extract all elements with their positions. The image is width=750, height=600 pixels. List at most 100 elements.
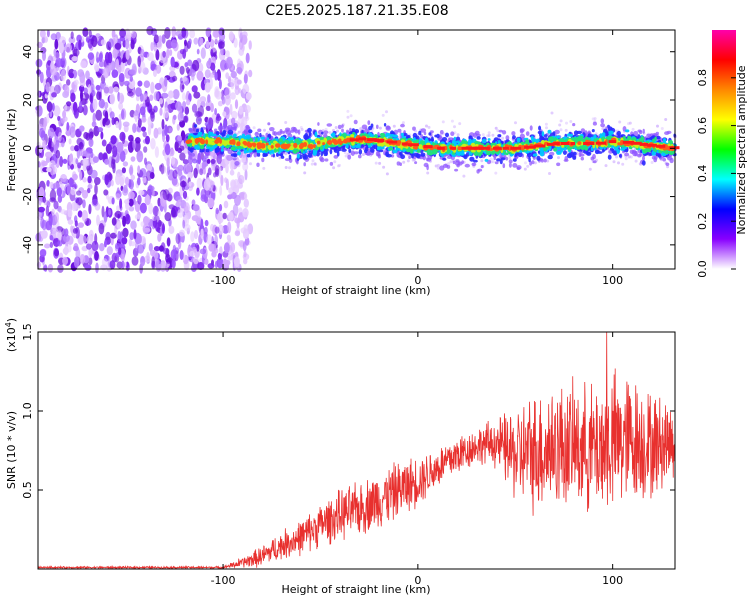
noise-cell <box>215 207 219 215</box>
ridge-cell <box>294 129 299 134</box>
haze-cell <box>569 120 573 123</box>
noise-cell <box>148 202 154 215</box>
ridge-cell <box>248 129 253 134</box>
noise-cell <box>75 197 83 206</box>
haze-cell <box>627 155 631 159</box>
noise-cell <box>82 199 86 209</box>
ridge-cell <box>637 129 642 133</box>
ridge-cell <box>493 156 497 161</box>
ridge-cell <box>601 148 605 153</box>
noise-cell <box>116 205 120 212</box>
haze-cell <box>664 118 668 121</box>
noise-cell <box>139 168 147 178</box>
noise-cell <box>46 180 50 187</box>
ridge-cell <box>543 134 548 138</box>
noise-cell <box>207 167 212 176</box>
noise-cell <box>103 211 108 223</box>
noise-cell <box>72 48 80 57</box>
noise-cell <box>49 197 57 203</box>
noise-cell <box>65 43 72 53</box>
ridge-cell <box>600 118 605 124</box>
noise-cell <box>189 69 196 77</box>
noise-cell <box>214 226 220 234</box>
ridge-cell <box>498 129 503 133</box>
ridge-cell <box>453 136 457 141</box>
noise-cell <box>170 39 178 49</box>
noise-cell <box>139 106 146 116</box>
haze-cell <box>631 127 635 131</box>
noise-cell <box>162 50 166 58</box>
ridge-cell <box>607 126 613 132</box>
ridge-cell <box>547 154 553 160</box>
noise-cell <box>82 158 88 166</box>
ridge-cell <box>400 123 405 128</box>
ridge-cell <box>553 147 557 152</box>
noise-cell <box>193 167 198 179</box>
ridge-cell <box>346 129 349 133</box>
noise-cell <box>80 89 83 102</box>
ridge-cell <box>392 134 398 138</box>
noise-cell <box>117 230 121 243</box>
noise-cell <box>145 135 150 145</box>
noise-cell <box>86 235 94 245</box>
noise-cell <box>61 117 66 124</box>
ridge-cell <box>528 157 531 163</box>
haze-cell <box>491 160 495 164</box>
noise-cell <box>230 92 236 100</box>
noise-cell <box>38 144 43 154</box>
noise-cell <box>115 173 121 186</box>
noise-cell <box>214 71 218 81</box>
ridge-cell <box>646 133 652 137</box>
noise-cell <box>136 150 144 163</box>
noise-cell <box>229 169 235 176</box>
noise-cell <box>41 160 48 167</box>
noise-cell <box>98 61 104 68</box>
ridge-cell <box>420 152 426 157</box>
ridge-cell <box>358 154 362 159</box>
noise-cell <box>128 78 136 90</box>
noise-cell <box>132 123 137 134</box>
noise-cell <box>204 258 209 265</box>
noise-cell <box>182 76 188 82</box>
haze-cell <box>524 161 527 165</box>
ridge-cell <box>476 169 480 174</box>
noise-cell <box>57 194 63 203</box>
noise-cell <box>170 56 175 68</box>
ridge-cell <box>517 151 523 158</box>
noise-cell <box>185 163 192 174</box>
noise-cell <box>94 250 99 261</box>
noise-cell <box>238 47 244 57</box>
haze-cell <box>621 162 625 166</box>
ridge-cell <box>616 130 622 136</box>
noise-cell <box>66 121 70 131</box>
noise-cell <box>96 91 101 101</box>
noise-cell <box>56 187 62 197</box>
haze-cell <box>456 133 460 137</box>
ridge-cell <box>308 131 312 137</box>
noise-cell <box>158 245 164 252</box>
ridge-cell <box>326 123 333 127</box>
noise-cell <box>155 64 162 74</box>
noise-cell <box>77 162 82 169</box>
ridge-cell <box>376 153 381 157</box>
ridge-cell <box>442 137 448 142</box>
noise-cell <box>155 49 160 61</box>
noise-cell <box>181 92 186 101</box>
ridge-cell <box>496 158 501 162</box>
ridge-cell <box>420 128 427 133</box>
haze-cell <box>514 121 517 125</box>
noise-cell <box>205 27 211 38</box>
noise-cell <box>232 203 239 216</box>
ridge-cell <box>429 138 433 142</box>
noise-cell <box>94 183 98 196</box>
noise-cell <box>148 243 153 252</box>
haze-cell <box>564 128 568 132</box>
noise-cell <box>85 152 91 158</box>
noise-cell <box>36 69 42 75</box>
ridge-cell <box>223 120 227 126</box>
ridge-cell <box>280 153 284 158</box>
noise-cell <box>74 220 78 227</box>
haze-cell <box>385 110 388 114</box>
noise-cell <box>38 197 42 206</box>
haze-cell <box>486 134 490 138</box>
